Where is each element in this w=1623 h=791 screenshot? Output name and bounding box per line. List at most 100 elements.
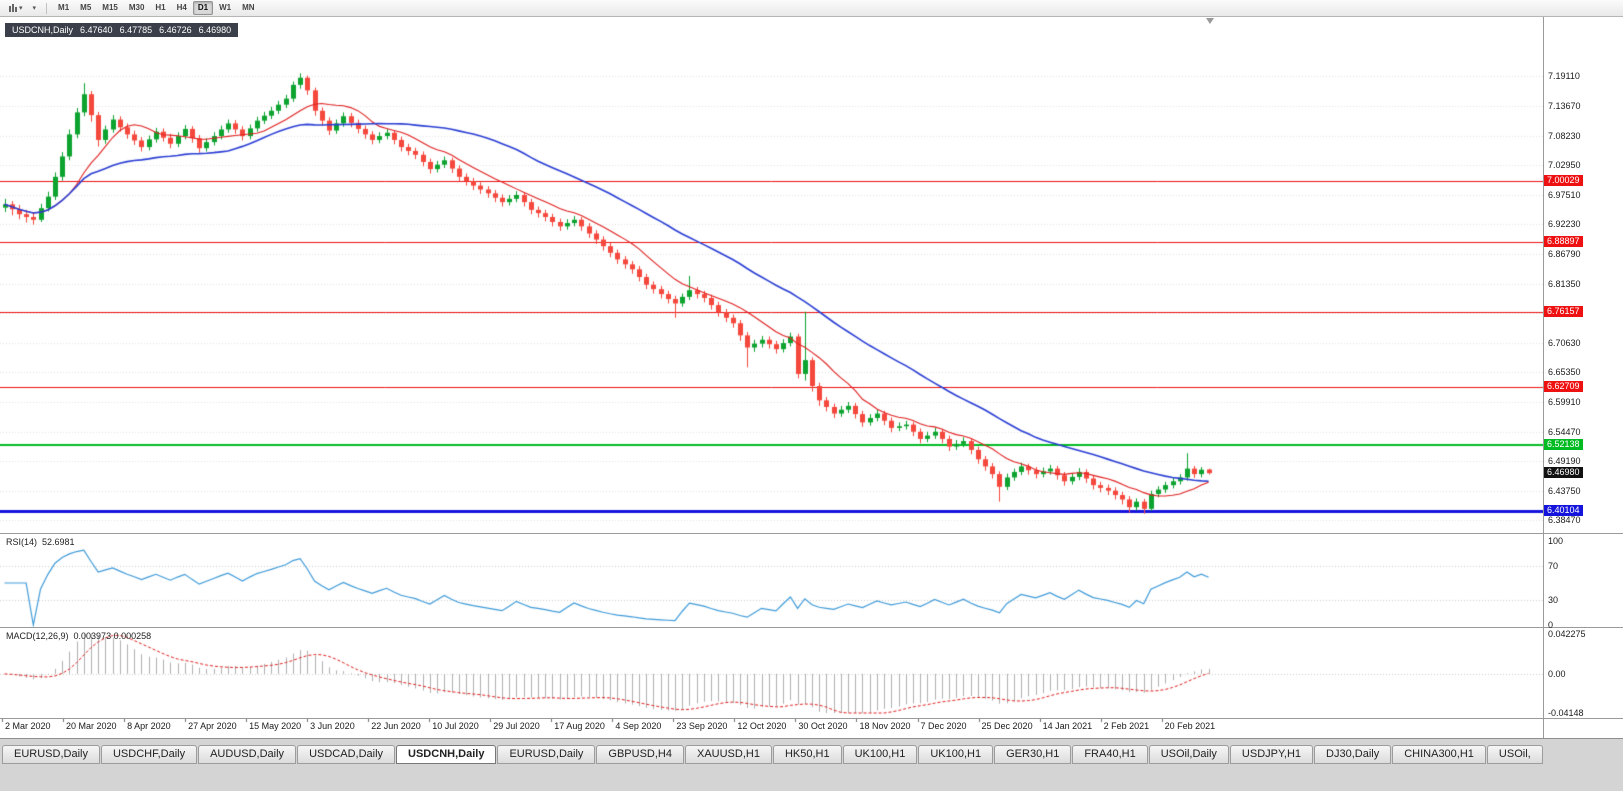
price-line-tag-6.40104: 6.40104 [1544,505,1583,516]
x-axis-label: 8 Apr 2020 [127,721,171,731]
tab-usdcnh-daily[interactable]: USDCNH,Daily [396,745,497,764]
x-axis-label: 2 Feb 2021 [1103,721,1150,731]
timeframe-button-d1[interactable]: D1 [192,1,214,15]
toolbar-separator [46,2,48,14]
chart-root: USDCNH,Daily 6.47640 6.47785 6.46726 6.4… [0,17,1623,738]
macd-title: MACD(12,26,9) 0.003973 0.000258 [6,631,151,641]
timeframe-button-m5[interactable]: M5 [80,3,92,13]
timeframe-button-mn[interactable]: MN [242,3,255,13]
price-line-tag-6.52138: 6.52138 [1544,438,1583,450]
chart-tabs: EURUSD,Daily USDCHF,Daily AUDUSD,Daily USDC… [0,742,1623,764]
y-axis-label: 6.86790 [1548,248,1581,259]
rsi-scale-label: 30 [1548,594,1559,605]
caret-down-icon: ▾ [19,4,23,12]
x-axis-label: 10 Jul 2020 [432,721,479,731]
panel-separator[interactable] [0,627,1623,628]
tab-hk50-h1[interactable]: HK50,H1 [772,745,842,764]
x-axis-label: 20 Feb 2021 [1164,721,1216,731]
chart-type-button[interactable]: ▾ [4,1,27,16]
ohlc-high: 6.47785 [119,25,153,35]
rsi-scale-label: 0 [1548,620,1554,630]
price-line-tag-7.00029: 7.00029 [1544,175,1583,187]
rsi-name: RSI(14) [6,537,38,547]
tab-xauusd-h1[interactable]: XAUUSD,H1 [684,745,772,764]
panel-separator[interactable] [0,533,1623,534]
bottom-bar: EURUSD,Daily USDCHF,Daily AUDUSD,Daily USDC… [0,738,1623,791]
price-line-tag-6.62709: 6.62709 [1544,380,1583,392]
rsi-scale-label: 100 [1548,536,1564,546]
y-axis-label: 7.02950 [1548,159,1581,170]
tab-usoil-daily[interactable]: USOil,Daily [1148,745,1229,764]
y-axis-label: 6.81350 [1548,278,1581,289]
ohlc-open: 6.47640 [80,25,113,35]
x-axis-label: 27 Apr 2020 [188,721,237,731]
macd-scale-label: -0.04148 [1548,708,1584,718]
x-axis-label: 22 Jun 2020 [371,721,421,731]
y-axis-label: 6.97510 [1548,189,1581,200]
timeframe-button-h1[interactable]: H1 [155,3,166,13]
symbol-period-label: USDCNH,Daily [12,25,74,35]
timeframe-toolbar: ▾ ▾ M1 M5 M15 M30 H1 H4 D1 W1 MN [0,0,1623,17]
x-axis-label: 14 Jan 2021 [1042,721,1093,731]
chart-options-button[interactable]: ▾ [29,1,41,16]
price-line-tag-6.88897: 6.88897 [1544,236,1583,248]
bar-chart-icon [9,4,17,12]
x-axis-label: 7 Dec 2020 [920,721,967,731]
y-axis-label: 6.70630 [1548,337,1581,348]
macd-name: MACD(12,26,9) [6,631,69,641]
chart-shift-marker[interactable] [1206,18,1214,24]
y-axis-label: 6.54470 [1548,426,1581,437]
timeframe-button-m30[interactable]: M30 [128,3,145,13]
x-axis-label: 30 Oct 2020 [798,721,848,731]
ohlc-low: 6.46726 [159,25,192,35]
ohlc-close: 6.46980 [198,25,232,35]
tab-china300-h1[interactable]: CHINA300,H1 [1392,745,1486,764]
tab-uk100-h1[interactable]: UK100,H1 [918,745,994,764]
x-axis-label: 23 Sep 2020 [676,721,728,731]
x-axis-label: 29 Jul 2020 [493,721,540,731]
x-axis-label: 3 Jun 2020 [310,721,355,731]
caret-down-icon: ▾ [32,4,37,12]
y-axis-label: 6.59910 [1548,396,1581,407]
x-axis-label: 18 Nov 2020 [859,721,911,731]
x-axis-label: 2 Mar 2020 [5,721,51,731]
timeframe-button-m1[interactable]: M1 [58,3,70,13]
tab-gbpusd-h4[interactable]: GBPUSD,H4 [596,745,684,764]
chart-canvas[interactable] [0,17,1543,738]
y-axis-label: 6.49190 [1548,455,1581,466]
x-axis-label: 17 Aug 2020 [554,721,605,731]
macd-scale-label: 0.00 [1548,668,1566,679]
axis-separator [1543,17,1544,738]
tab-usdcad-daily[interactable]: USDCAD,Daily [297,745,396,764]
tab-usoil-[interactable]: USOil, [1486,745,1543,764]
y-axis-label: 7.19110 [1548,71,1580,81]
y-axis-label: 6.43750 [1548,485,1581,496]
x-axis-label: 4 Sep 2020 [615,721,662,731]
y-axis-label: 6.65350 [1548,367,1581,377]
timeframe-button-w1[interactable]: W1 [219,3,232,13]
rsi-scale-label: 70 [1548,561,1559,572]
panel-separator [0,718,1623,719]
y-axis-label: 7.13670 [1548,100,1581,111]
tab-audusd-daily[interactable]: AUDUSD,Daily [198,745,297,764]
x-axis-label: 20 Mar 2020 [66,721,117,731]
tab-uk100-h1[interactable]: UK100,H1 [842,745,918,764]
price-axis[interactable] [1543,17,1623,738]
timeframe-button-m15[interactable]: M15 [102,3,118,13]
chart-title-overlay: USDCNH,Daily 6.47640 6.47785 6.46726 6.4… [5,23,239,37]
x-axis-label: 12 Oct 2020 [737,721,787,731]
tab-fra40-h1[interactable]: FRA40,H1 [1072,745,1148,764]
tab-dj30-daily[interactable]: DJ30,Daily [1314,745,1392,764]
tab-usdjpy-h1[interactable]: USDJPY,H1 [1229,745,1314,764]
y-axis-label: 7.08230 [1548,130,1581,141]
timeframe-button-h4[interactable]: H4 [176,3,187,13]
rsi-value: 52.6981 [42,537,75,547]
tab-ger30-h1[interactable]: GER30,H1 [994,745,1072,764]
tab-eurusd-daily[interactable]: EURUSD,Daily [497,745,596,764]
macd-scale-label: 0.042275 [1548,629,1586,639]
tab-eurusd-daily[interactable]: EURUSD,Daily [2,745,100,764]
tab-usdchf-daily[interactable]: USDCHF,Daily [100,745,198,764]
x-axis-label: 25 Dec 2020 [981,721,1033,731]
y-axis-label: 6.38470 [1548,515,1581,525]
